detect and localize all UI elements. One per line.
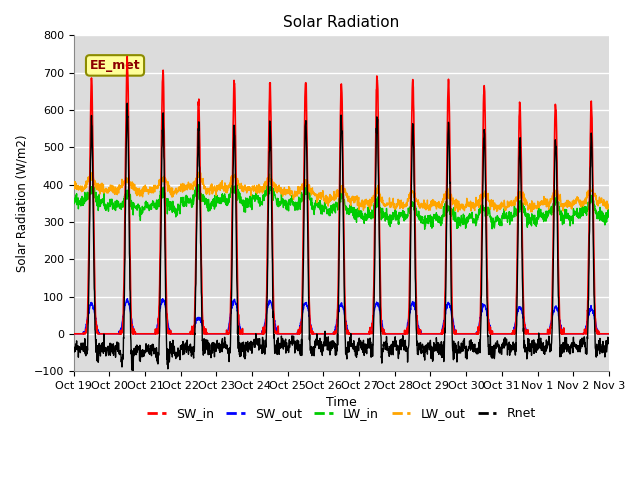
X-axis label: Time: Time: [326, 396, 356, 409]
Legend: SW_in, SW_out, LW_in, LW_out, Rnet: SW_in, SW_out, LW_in, LW_out, Rnet: [142, 402, 541, 425]
Y-axis label: Solar Radiation (W/m2): Solar Radiation (W/m2): [15, 134, 28, 272]
Text: EE_met: EE_met: [90, 59, 140, 72]
Title: Solar Radiation: Solar Radiation: [283, 15, 399, 30]
